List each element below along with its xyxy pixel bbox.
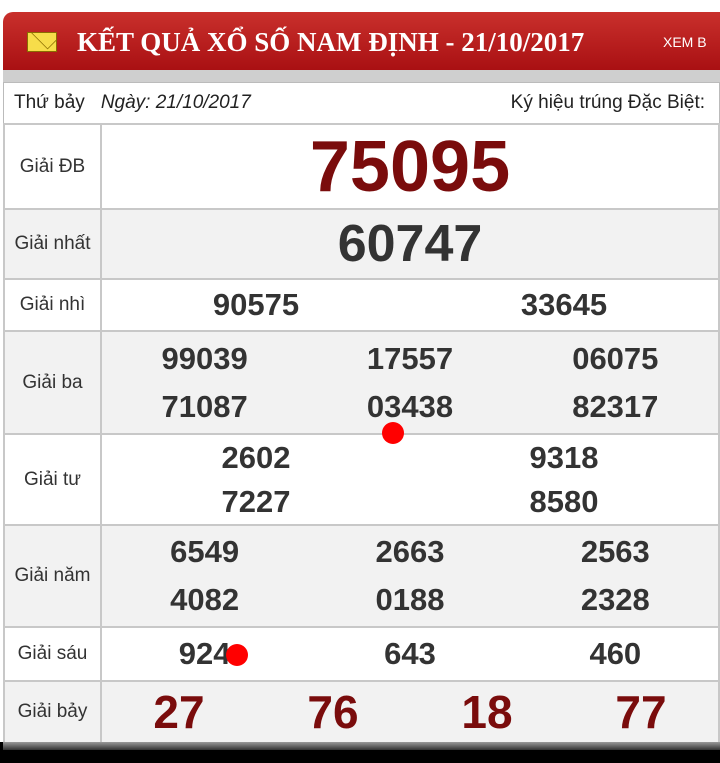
prize-number: 643 <box>384 636 436 671</box>
prize-label: Giải nhì <box>3 278 102 332</box>
envelope-icon <box>27 32 57 52</box>
prize-number: 18 <box>461 686 513 738</box>
prize-number: 9318 <box>529 439 599 475</box>
first-prize-number: 60747 <box>337 215 483 273</box>
prize-number: 33645 <box>520 287 608 322</box>
draw-date: Ngày: 21/10/2017 <box>100 92 251 113</box>
prize-number: 6549 <box>170 534 240 569</box>
weekday: Thứ bảy <box>14 92 85 113</box>
header-divider <box>3 70 720 82</box>
prize-number: 2328 <box>580 582 650 617</box>
prize-label: Giải tư <box>3 433 102 526</box>
prize-number: 82317 <box>572 388 659 424</box>
prize-number: 924 <box>178 636 231 671</box>
prize-number: 2563 <box>580 534 650 569</box>
prize-number: 460 <box>589 636 642 671</box>
xem-link[interactable]: XEM B <box>663 34 707 50</box>
click-marker <box>226 644 248 666</box>
prize-label: Giải sáu <box>3 626 102 682</box>
prize-label: Giải ba <box>3 330 102 435</box>
prize-number: 71087 <box>161 388 248 424</box>
prize-number: 76 <box>307 686 359 738</box>
bottom-bar <box>0 742 720 763</box>
special-symbol-label: Ký hiệu trúng Đặc Biệt: <box>510 92 705 113</box>
info-row: Thứ bảy Ngày: 21/10/2017 Ký hiệu trúng Đ… <box>3 82 720 124</box>
prize-number: 7227 <box>221 483 291 519</box>
prize-number: 27 <box>153 686 205 738</box>
prize-number: 17557 <box>366 340 454 376</box>
prize-label: Giải nhất <box>3 208 102 280</box>
click-marker <box>382 422 404 444</box>
prize-number: 2602 <box>221 439 291 475</box>
prize-number: 0188 <box>375 582 445 617</box>
prize-label: Giải bảy <box>3 680 102 744</box>
prize-number: 99039 <box>161 340 248 376</box>
prize-label: Giải năm <box>3 524 102 628</box>
prize-number: 8580 <box>529 483 599 519</box>
prize-label: Giải ĐB <box>3 123 102 210</box>
prize-number: 77 <box>615 686 667 738</box>
prize-number: 2663 <box>375 534 445 569</box>
prize-number: 06075 <box>572 340 659 376</box>
results-table: Giải ĐB 75095 Giải nhất 60747 Giải nhì 9… <box>3 123 720 744</box>
prize-number: 03438 <box>366 388 454 424</box>
prize-number: 4082 <box>170 582 240 617</box>
special-prize-number: 75095 <box>309 126 511 207</box>
page-header: KẾT QUẢ XỔ SỐ NAM ĐỊNH - 21/10/2017 XEM … <box>3 12 720 72</box>
page-title: KẾT QUẢ XỔ SỐ NAM ĐỊNH - 21/10/2017 <box>77 26 585 57</box>
prize-number: 90575 <box>212 287 300 322</box>
